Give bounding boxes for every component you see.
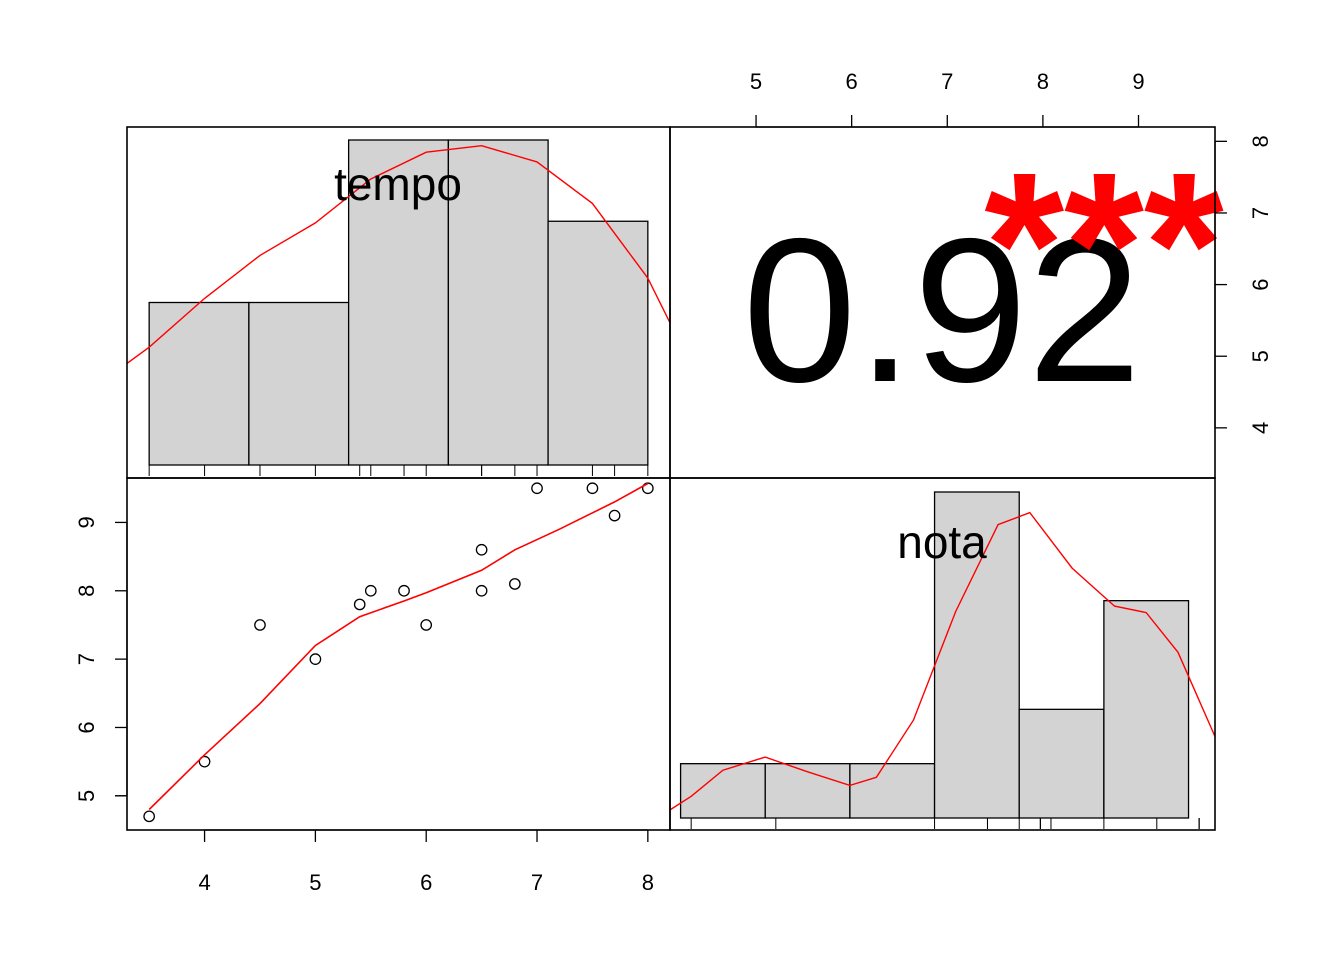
left-axis-tick-label: 7	[74, 653, 99, 665]
left-axis-tick-label: 8	[74, 585, 99, 597]
left-axis-tick-label: 5	[74, 790, 99, 802]
hist-bar-nota	[933, 491, 1020, 819]
panel-border	[669, 477, 1216, 831]
correlation-value: 0.92	[743, 196, 1142, 425]
scatter-point	[509, 578, 521, 590]
scatter-point	[309, 653, 322, 665]
scatter-point	[641, 482, 654, 495]
smooth-fit-line	[148, 482, 649, 811]
significance-stars: ***	[984, 130, 1224, 359]
top-axis-tick-label: 8	[1037, 69, 1049, 94]
hist-bar-tempo	[248, 301, 350, 466]
scatter-point	[353, 598, 366, 611]
hist-bar-nota	[679, 763, 766, 819]
scatter-point	[420, 619, 433, 631]
hist-bar-tempo	[547, 220, 649, 466]
left-axis-tick-label: 9	[74, 516, 99, 528]
panel-borders	[126, 126, 1216, 831]
right-axis-tick-label: 6	[1248, 278, 1273, 290]
scatter-point	[475, 584, 488, 597]
scatter-point	[475, 543, 488, 556]
hist-bar-nota	[1018, 708, 1105, 819]
bottom-axis-tick-label: 8	[642, 870, 654, 895]
hist-bar-nota	[1103, 600, 1190, 819]
hist-bar-nota	[849, 763, 936, 819]
panel-border	[126, 477, 671, 831]
top-axis-tick-label: 9	[1132, 69, 1144, 94]
outer-axes: 4 5 6 7 8 5 6 7 8 9 5 6 7 8 9 4 5 6 7 8	[74, 69, 1273, 895]
right-axis-tick-label: 7	[1248, 207, 1273, 219]
bottom-axis-tick-label: 7	[531, 870, 543, 895]
panel-hist-nota: nota	[669, 491, 1216, 829]
panel-scatter-nota-vs-tempo	[143, 482, 654, 823]
scatter-point	[531, 482, 543, 495]
right-axis-tick-label: 4	[1248, 422, 1273, 434]
scatter-point	[254, 619, 266, 631]
hist-bar-nota	[764, 763, 851, 819]
scatter-point	[398, 584, 410, 597]
var-label-nota: nota	[897, 516, 987, 568]
right-axis-tick-label: 5	[1248, 350, 1273, 362]
scatter-point	[198, 755, 211, 768]
top-axis-tick-label: 6	[846, 69, 858, 94]
bottom-axis-tick-label: 4	[198, 870, 210, 895]
scatter-point	[608, 509, 621, 522]
density-curve-tempo	[126, 144, 671, 364]
panel-correlation: 0.92***	[743, 130, 1224, 425]
hist-bar-tempo	[447, 139, 549, 466]
bottom-axis-tick-label: 6	[420, 870, 432, 895]
hist-bar-tempo	[347, 139, 450, 466]
var-label-tempo: tempo	[334, 158, 462, 210]
bottom-axis-tick-label: 5	[309, 870, 321, 895]
scatter-point	[143, 810, 156, 823]
left-axis-tick-label: 6	[74, 721, 99, 733]
right-axis-tick-label: 8	[1248, 135, 1273, 147]
scatter-point	[586, 482, 599, 495]
density-curve-nota	[669, 511, 1216, 811]
scatter-point	[364, 584, 377, 597]
top-axis-tick-label: 5	[750, 69, 762, 94]
panel-hist-tempo: tempo	[126, 139, 671, 476]
hist-bar-tempo	[148, 301, 250, 466]
top-axis-tick-label: 7	[941, 69, 953, 94]
